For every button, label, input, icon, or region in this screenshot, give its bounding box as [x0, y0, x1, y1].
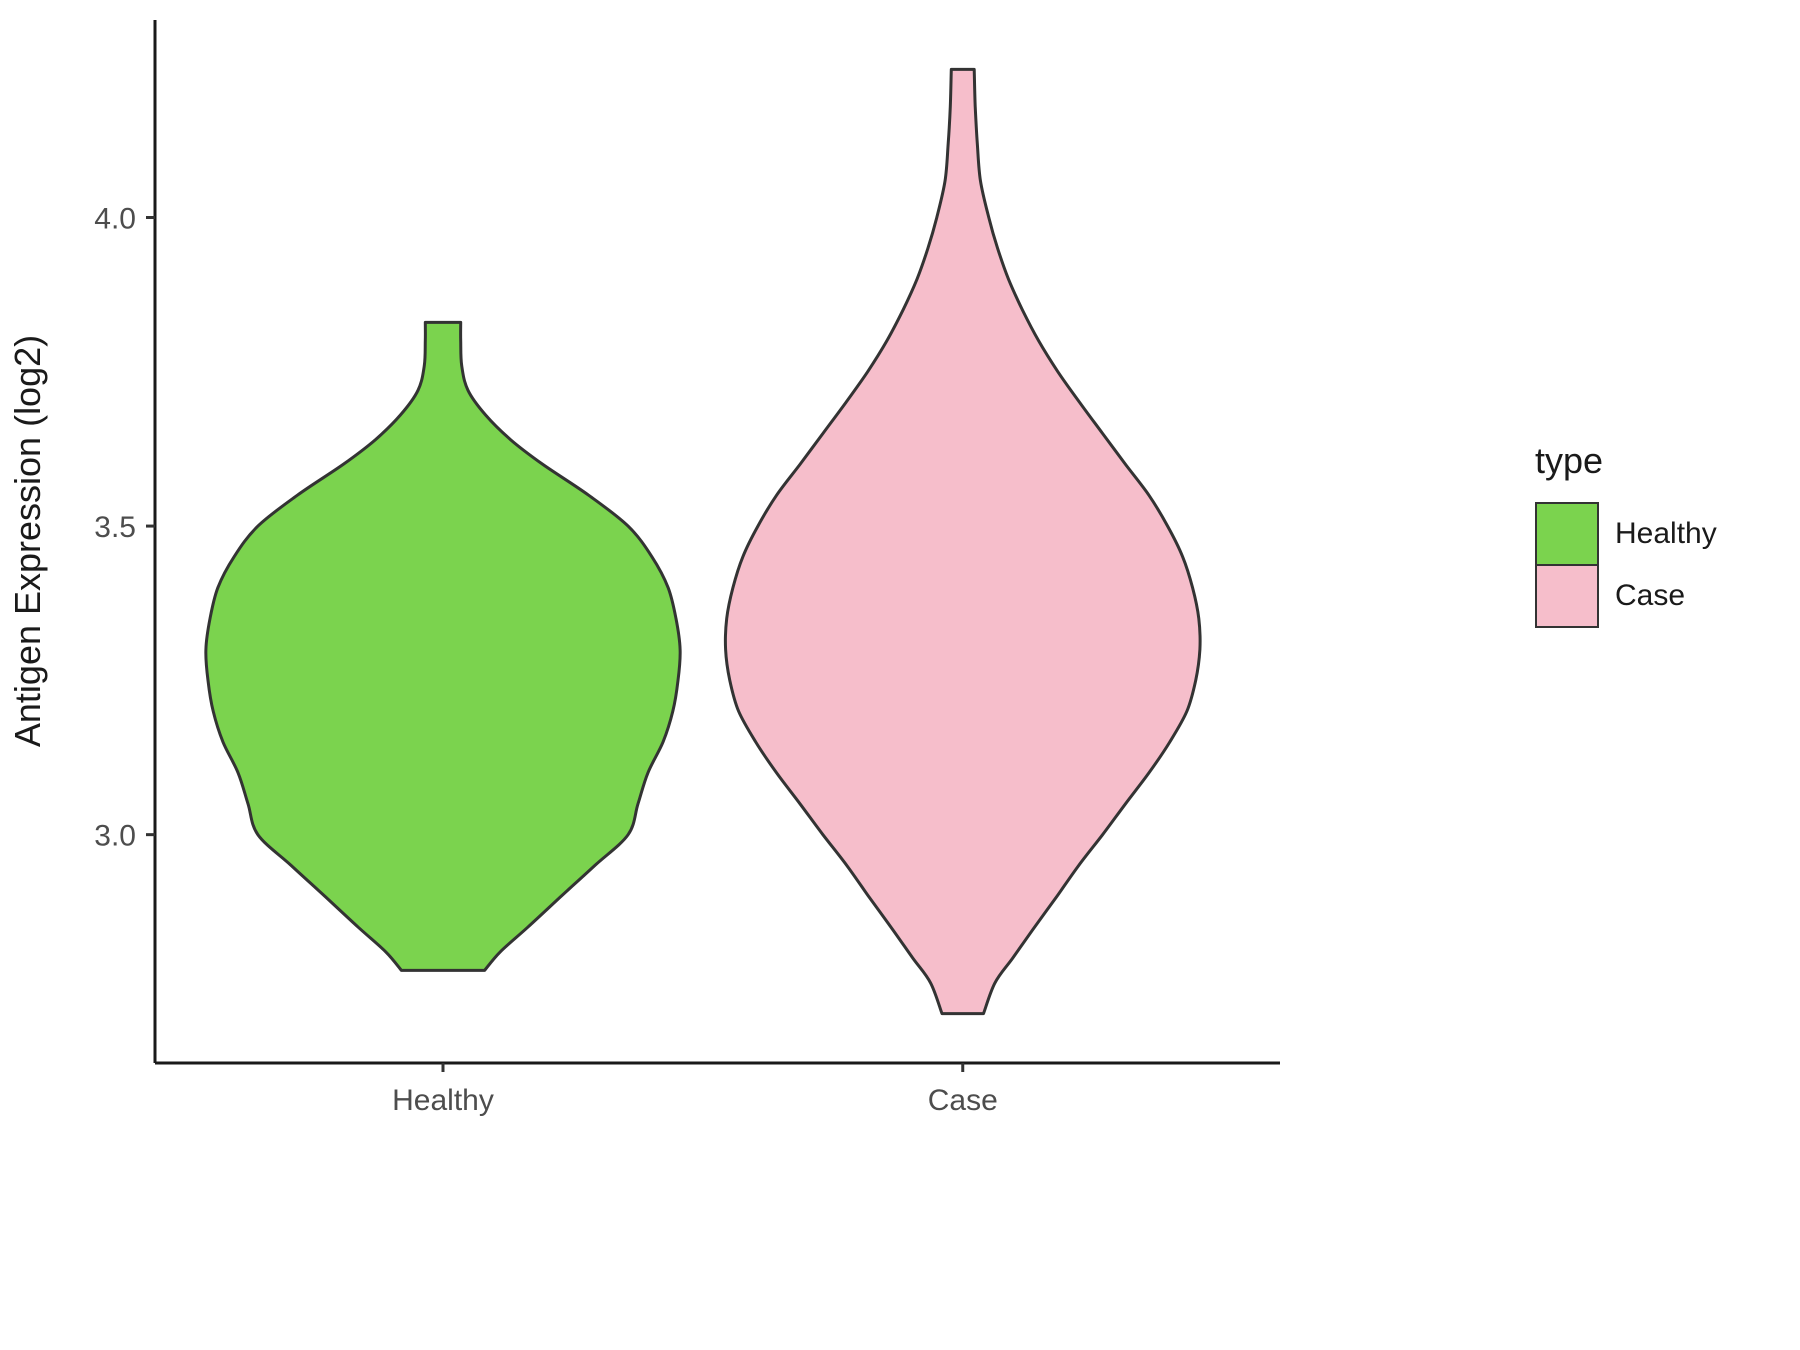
- x-category-label: Healthy: [392, 1084, 494, 1117]
- legend-entry-healthy: Healthy: [1535, 502, 1717, 566]
- violin-case: [723, 67, 1202, 1016]
- y-tick-label: 3.5: [94, 511, 136, 544]
- legend-title: type: [1535, 440, 1604, 481]
- y-tick-label: 4.0: [94, 202, 136, 235]
- y-axis-ticks: 4.0 3.5 3.0: [94, 202, 155, 853]
- legend-entries: Healthy Case: [1535, 502, 1717, 628]
- y-axis-title: Antigen Expression (log2): [7, 335, 48, 747]
- legend-label: Case: [1615, 579, 1686, 612]
- legend: type Healthy Case: [1535, 440, 1717, 628]
- y-tick-label: 3.0: [94, 820, 136, 853]
- violins-group: [204, 67, 1202, 1016]
- violin-healthy: [204, 320, 682, 972]
- legend-entry-case: Case: [1535, 564, 1717, 628]
- x-category-label: Case: [928, 1084, 998, 1117]
- legend-swatch-case: [1535, 564, 1599, 628]
- legend-label: Healthy: [1615, 517, 1717, 550]
- x-axis-ticks: Healthy Case: [392, 1063, 998, 1117]
- legend-swatch-healthy: [1535, 502, 1599, 566]
